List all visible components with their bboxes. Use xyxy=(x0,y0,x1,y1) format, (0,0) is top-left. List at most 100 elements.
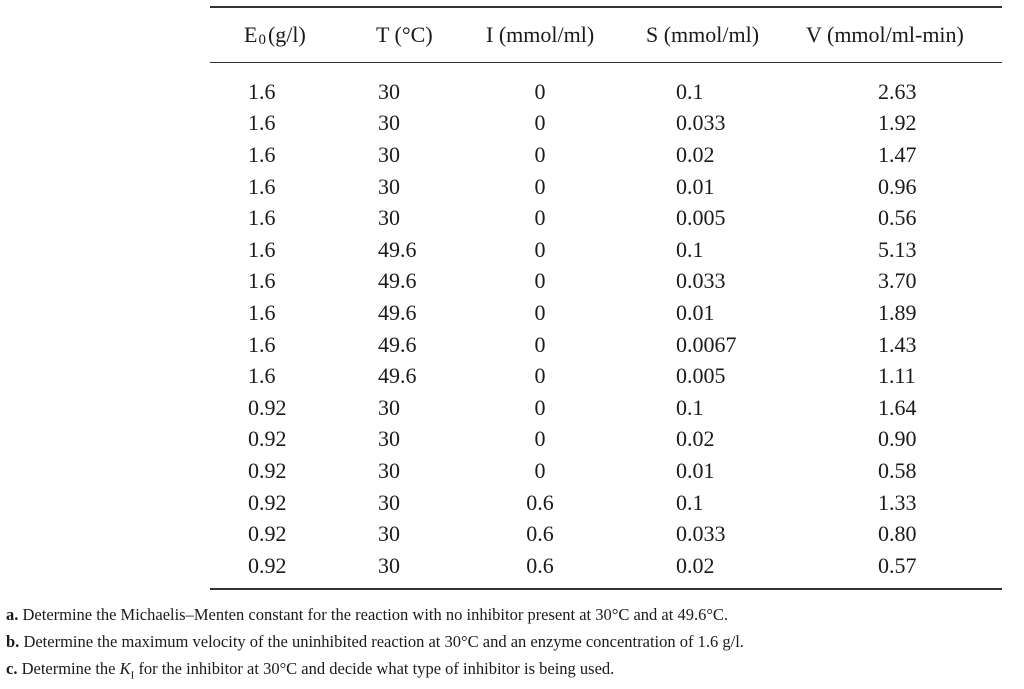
temperature-cell: 30 xyxy=(378,78,400,104)
inhibition-constant-symbol: KI xyxy=(119,659,135,682)
substrate-cell: 0.01 xyxy=(676,457,715,483)
table-row: 0.92 30 0.6 0.02 0.57 xyxy=(210,550,1002,582)
header-temperature: T (°C) xyxy=(376,22,433,47)
velocity-cell: 0.58 xyxy=(878,457,917,483)
substrate-cell: 0.0067 xyxy=(676,331,737,357)
header-enzyme-symbol: E xyxy=(244,22,258,47)
enzyme-cell: 1.6 xyxy=(248,173,276,199)
table-row: 1.6 30 0 0.033 1.92 xyxy=(210,108,1002,140)
inhibitor-cell: 0 xyxy=(534,205,546,231)
question-a-text: Determine the Michaelis–Menten constant … xyxy=(18,605,729,624)
inhibitor-cell: 0 xyxy=(534,299,546,325)
substrate-cell: 0.005 xyxy=(676,363,726,389)
temperature-cell: 30 xyxy=(378,141,400,167)
header-enzyme-unit: (g/l) xyxy=(267,22,306,47)
table-row: 1.6 49.6 0 0.0067 1.43 xyxy=(210,329,1002,361)
velocity-cell: 1.92 xyxy=(878,110,917,136)
enzyme-cell: 1.6 xyxy=(248,205,276,231)
velocity-cell: 0.57 xyxy=(878,552,917,578)
temperature-cell: 49.6 xyxy=(378,363,417,389)
enzyme-cell: 0.92 xyxy=(248,521,287,547)
substrate-cell: 0.033 xyxy=(676,268,726,294)
velocity-cell: 0.80 xyxy=(878,521,917,547)
enzyme-cell: 0.92 xyxy=(248,394,287,420)
velocity-cell: 3.70 xyxy=(878,268,917,294)
question-a-label: a. xyxy=(6,605,19,624)
temperature-cell: 30 xyxy=(378,489,400,515)
enzyme-cell: 1.6 xyxy=(248,78,276,104)
substrate-cell: 0.02 xyxy=(676,141,715,167)
velocity-cell: 0.56 xyxy=(878,205,917,231)
enzyme-cell: 1.6 xyxy=(248,363,276,389)
table-bottom-rule xyxy=(210,587,1002,590)
substrate-cell: 0.01 xyxy=(676,299,715,325)
table-row: 1.6 30 0 0.01 0.96 xyxy=(210,171,1002,203)
table-row: 1.6 30 0 0.005 0.56 xyxy=(210,202,1002,234)
enzyme-cell: 1.6 xyxy=(248,268,276,294)
temperature-cell: 30 xyxy=(378,205,400,231)
inhibitor-cell: 0 xyxy=(534,236,546,262)
enzyme-cell: 1.6 xyxy=(248,110,276,136)
table-row: 1.6 30 0 0.1 2.63 xyxy=(210,76,1002,108)
temperature-cell: 49.6 xyxy=(378,236,417,262)
enzyme-cell: 1.6 xyxy=(248,331,276,357)
header-inhibitor: I (mmol/ml) xyxy=(486,22,595,47)
enzyme-cell: 0.92 xyxy=(248,552,287,578)
substrate-cell: 0.1 xyxy=(676,489,704,515)
ki-main: K xyxy=(119,659,131,678)
table-row: 1.6 49.6 0 0.033 3.70 xyxy=(210,266,1002,298)
inhibitor-cell: 0 xyxy=(534,78,546,104)
enzyme-cell: 1.6 xyxy=(248,299,276,325)
ki-subscript: I xyxy=(130,669,135,682)
table-row: 1.6 30 0 0.02 1.47 xyxy=(210,139,1002,171)
question-a: a. Determine the Michaelis–Menten consta… xyxy=(6,601,744,628)
velocity-cell: 5.13 xyxy=(878,236,917,262)
temperature-cell: 30 xyxy=(378,521,400,547)
temperature-cell: 49.6 xyxy=(378,299,417,325)
inhibitor-cell: 0.6 xyxy=(526,489,554,515)
table-row: 0.92 30 0 0.02 0.90 xyxy=(210,424,1002,456)
table-row: 1.6 49.6 0 0.1 5.13 xyxy=(210,234,1002,266)
temperature-cell: 49.6 xyxy=(378,331,417,357)
substrate-cell: 0.005 xyxy=(676,205,726,231)
enzyme-cell: 0.92 xyxy=(248,457,287,483)
substrate-cell: 0.02 xyxy=(676,426,715,452)
velocity-cell: 0.96 xyxy=(878,173,917,199)
inhibitor-cell: 0 xyxy=(534,268,546,294)
inhibitor-cell: 0.6 xyxy=(526,521,554,547)
table-row: 1.6 49.6 0 0.01 1.89 xyxy=(210,297,1002,329)
table-top-rule xyxy=(210,6,1002,8)
temperature-cell: 30 xyxy=(378,110,400,136)
temperature-cell: 30 xyxy=(378,394,400,420)
header-velocity: V (mmol/ml-min) xyxy=(806,22,964,47)
question-c-label: c. xyxy=(6,659,18,678)
substrate-cell: 0.1 xyxy=(676,236,704,262)
inhibitor-cell: 0 xyxy=(534,457,546,483)
question-b-text: Determine the maximum velocity of the un… xyxy=(19,632,744,651)
substrate-cell: 0.01 xyxy=(676,173,715,199)
substrate-cell: 0.1 xyxy=(676,78,704,104)
question-b: b. Determine the maximum velocity of the… xyxy=(6,628,744,655)
velocity-cell: 1.11 xyxy=(878,363,916,389)
substrate-cell: 0.033 xyxy=(676,521,726,547)
question-c-text-before: Determine the xyxy=(17,659,120,678)
substrate-cell: 0.1 xyxy=(676,394,704,420)
substrate-cell: 0.02 xyxy=(676,552,715,578)
velocity-cell: 1.89 xyxy=(878,299,917,325)
velocity-cell: 1.43 xyxy=(878,331,917,357)
inhibitor-cell: 0.6 xyxy=(526,552,554,578)
inhibitor-cell: 0 xyxy=(534,141,546,167)
velocity-cell: 1.33 xyxy=(878,489,917,515)
table-row: 0.92 30 0 0.1 1.64 xyxy=(210,392,1002,424)
enzyme-cell: 1.6 xyxy=(248,141,276,167)
velocity-cell: 1.64 xyxy=(878,394,917,420)
velocity-cell: 0.90 xyxy=(878,426,917,452)
temperature-cell: 49.6 xyxy=(378,268,417,294)
questions-list: a. Determine the Michaelis–Menten consta… xyxy=(6,601,744,689)
inhibitor-cell: 0 xyxy=(534,173,546,199)
table-row: 0.92 30 0.6 0.033 0.80 xyxy=(210,518,1002,550)
enzyme-cell: 0.92 xyxy=(248,489,287,515)
table-row: 1.6 49.6 0 0.005 1.11 xyxy=(210,360,1002,392)
